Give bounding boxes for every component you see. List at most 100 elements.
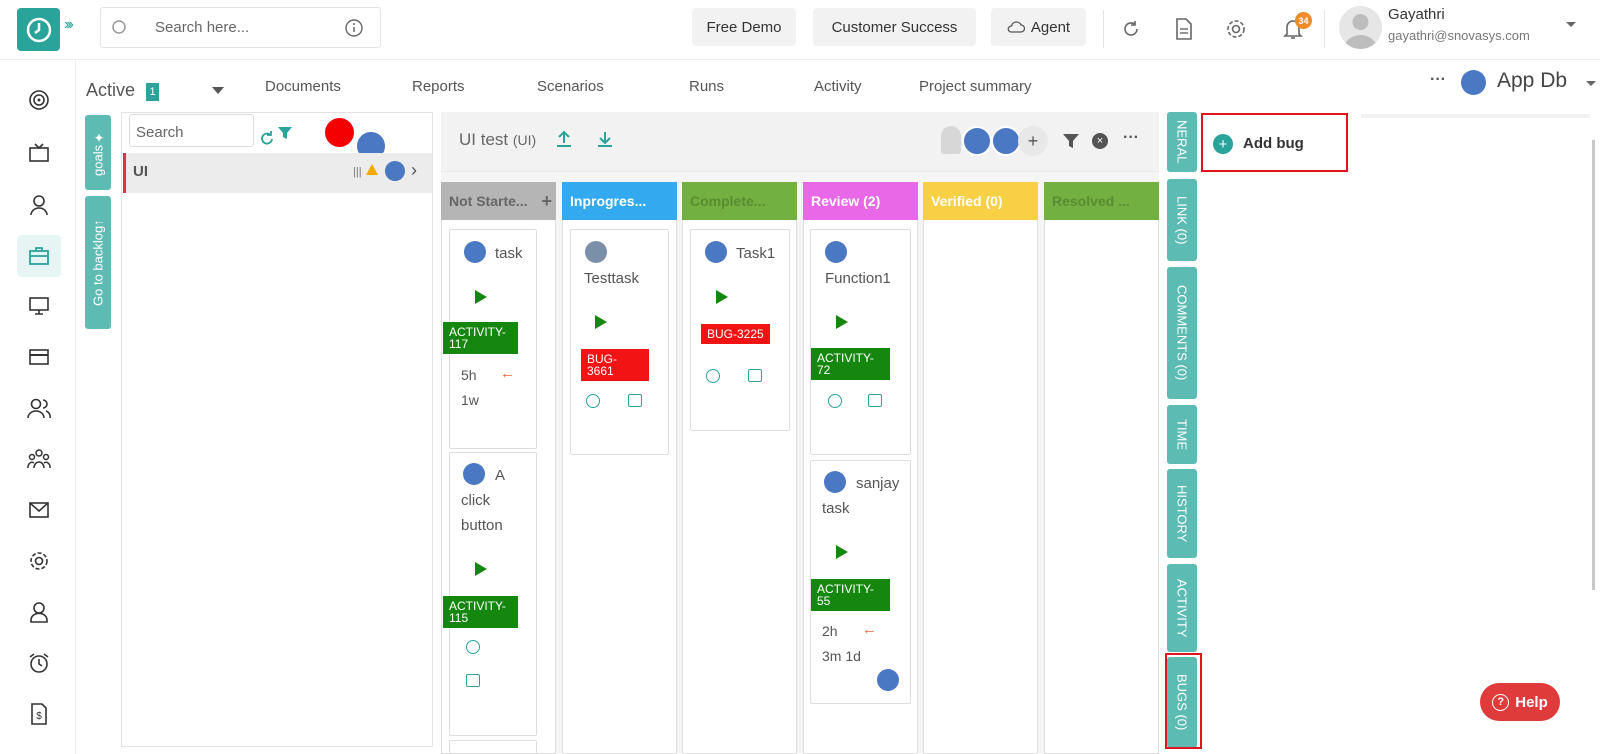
tab-link[interactable]: LINK (0)	[1167, 179, 1197, 261]
calendar-icon[interactable]	[628, 394, 642, 407]
activity-tag[interactable]: ACTIVITY-117	[443, 322, 518, 354]
tab-reports[interactable]: Reports	[412, 78, 465, 95]
goals-tab[interactable]: goals ✦	[85, 115, 111, 190]
project-dropdown-icon[interactable]	[1586, 81, 1596, 86]
document-icon[interactable]	[1171, 16, 1197, 42]
settings-icon[interactable]	[1223, 16, 1249, 42]
add-task-icon[interactable]: +	[541, 190, 552, 211]
help-button[interactable]: ? Help	[1480, 683, 1560, 721]
tab-project-summary[interactable]: Project summary	[919, 78, 1032, 95]
info-icon[interactable]	[344, 18, 364, 38]
go-to-backlog-tab[interactable]: Go to backlog ↑	[85, 196, 111, 329]
tab-time[interactable]: TIME	[1167, 405, 1197, 464]
scrollbar[interactable]	[1592, 140, 1595, 590]
play-icon[interactable]	[595, 315, 607, 329]
tab-documents[interactable]: Documents	[265, 78, 341, 95]
task-card[interactable]	[449, 740, 537, 754]
more-options-icon[interactable]: ···	[1430, 71, 1446, 88]
search-input[interactable]: Search here...	[155, 19, 250, 36]
chevron-right-icon[interactable]: ›	[411, 160, 417, 180]
calendar-icon[interactable]	[748, 369, 762, 382]
tab-activity-side[interactable]: ACTIVITY	[1167, 564, 1197, 652]
card-title: Function1	[825, 270, 891, 287]
goal-list-panel	[121, 112, 433, 747]
activity-tag[interactable]: ACTIVITY-72	[811, 348, 890, 380]
clock-icon[interactable]	[706, 369, 720, 383]
bug-tag[interactable]: BUG-3661	[581, 349, 649, 381]
download-icon[interactable]	[597, 130, 613, 153]
app-logo[interactable]	[17, 8, 60, 51]
users-icon[interactable]	[24, 393, 54, 423]
invoice-icon[interactable]: $	[24, 699, 54, 729]
clock-icon[interactable]	[466, 640, 480, 654]
play-icon[interactable]	[836, 545, 848, 559]
task-card[interactable]	[449, 452, 537, 736]
clock-icon[interactable]	[586, 394, 600, 408]
gear-icon[interactable]	[24, 546, 54, 576]
free-demo-button[interactable]: Free Demo	[692, 8, 796, 46]
spent-text: 3m 1d	[822, 648, 861, 664]
tab-activity[interactable]: Activity	[814, 78, 862, 95]
refresh-icon[interactable]	[259, 130, 275, 151]
profile-icon[interactable]	[24, 597, 54, 627]
member-avatar[interactable]	[962, 126, 992, 156]
task-card[interactable]	[810, 229, 911, 455]
calendar-icon[interactable]	[868, 394, 882, 407]
task-card[interactable]	[570, 229, 669, 455]
bars-icon: |||	[353, 166, 362, 178]
board-more-icon[interactable]: ···	[1123, 129, 1139, 146]
monitor-icon[interactable]	[24, 291, 54, 321]
column-header-not-started[interactable]: Not Starte... +	[441, 182, 556, 220]
tab-bugs[interactable]: BUGS (0)	[1167, 657, 1197, 748]
play-icon[interactable]	[475, 290, 487, 304]
clear-filter-icon[interactable]: ×	[1092, 133, 1108, 149]
tv-icon[interactable]	[24, 138, 54, 168]
refresh-icon[interactable]	[1118, 16, 1144, 42]
filter-icon[interactable]	[277, 125, 293, 146]
column-header-resolved[interactable]: Resolved ...	[1044, 182, 1159, 220]
column-header-review[interactable]: Review (2)	[803, 182, 918, 220]
column-header-completed[interactable]: Complete...	[682, 182, 797, 220]
agent-button[interactable]: Agent	[991, 8, 1086, 46]
play-icon[interactable]	[475, 562, 487, 576]
clock-icon[interactable]	[828, 394, 842, 408]
goal-search-input[interactable]: Search	[129, 114, 254, 147]
credit-card-icon[interactable]	[24, 342, 54, 372]
kanban-board	[441, 112, 1159, 754]
team-icon[interactable]	[24, 444, 54, 474]
calendar-icon[interactable]	[466, 674, 480, 687]
global-search[interactable]: Search here...	[100, 7, 381, 48]
column-header-inprogress[interactable]: Inprogres...	[562, 182, 677, 220]
status-filter-label[interactable]: Active	[86, 80, 136, 100]
status-dropdown-icon[interactable]	[212, 87, 224, 94]
dashboard-icon[interactable]	[24, 85, 54, 115]
spent-text: 1w	[461, 392, 479, 408]
customer-success-button[interactable]: Customer Success	[813, 8, 976, 46]
mail-icon[interactable]	[24, 495, 54, 525]
play-icon[interactable]	[716, 290, 728, 304]
goal-row-ui[interactable]	[123, 153, 432, 193]
user-icon[interactable]	[24, 190, 54, 220]
expand-sidebar-icon[interactable]: ›››	[64, 16, 74, 33]
bug-tag[interactable]: BUG-3225	[701, 324, 770, 344]
user-avatar[interactable]	[1339, 6, 1382, 49]
activity-tag[interactable]: ACTIVITY-115	[443, 596, 518, 628]
user-menu-chevron-icon[interactable]	[1566, 22, 1576, 27]
tab-general[interactable]: NERAL	[1167, 112, 1197, 172]
tab-runs[interactable]: Runs	[689, 78, 725, 95]
tab-history[interactable]: HISTORY	[1167, 469, 1197, 558]
column-header-verified[interactable]: Verified (0)	[923, 182, 1038, 220]
alarm-icon[interactable]	[24, 648, 54, 678]
filter-icon[interactable]	[1062, 133, 1080, 154]
play-icon[interactable]	[836, 315, 848, 329]
card-title: task	[495, 245, 523, 262]
tab-scenarios[interactable]: Scenarios	[537, 78, 604, 95]
tab-comments[interactable]: COMMENTS (0)	[1167, 267, 1197, 399]
add-bug-button[interactable]: + Add bug	[1201, 113, 1348, 172]
add-member-icon[interactable]: +	[1018, 126, 1048, 156]
briefcase-icon[interactable]	[24, 241, 54, 271]
project-name[interactable]: App Db	[1497, 69, 1568, 92]
upload-icon[interactable]	[556, 130, 572, 153]
member-avatar[interactable]	[991, 126, 1021, 156]
activity-tag[interactable]: ACTIVITY-55	[811, 579, 890, 611]
